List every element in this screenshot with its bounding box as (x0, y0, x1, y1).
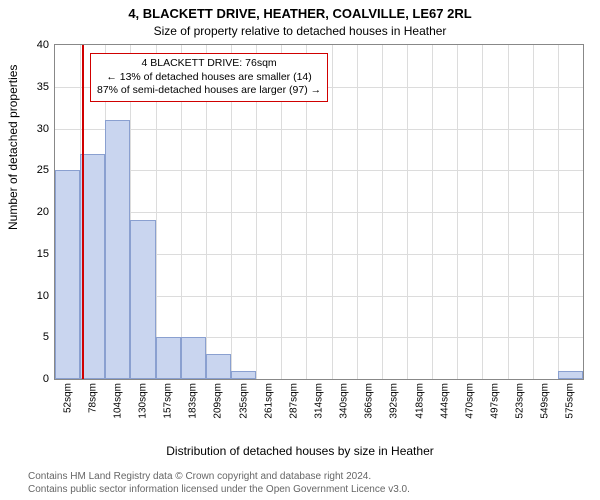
chart-title-main: 4, BLACKETT DRIVE, HEATHER, COALVILLE, L… (0, 6, 600, 21)
y-tick-label: 0 (43, 373, 49, 385)
chart-title-sub: Size of property relative to detached ho… (0, 24, 600, 38)
x-tick-label: 418sqm (414, 383, 425, 419)
y-tick-label: 40 (37, 39, 49, 51)
histogram-bar (181, 337, 206, 379)
x-tick-label: 78sqm (87, 383, 98, 413)
histogram-bar (130, 220, 155, 379)
grid-vertical (457, 45, 458, 379)
grid-vertical (357, 45, 358, 379)
x-tick-label: 497sqm (490, 383, 501, 419)
x-tick-label: 261sqm (263, 383, 274, 419)
x-tick-label: 523sqm (515, 383, 526, 419)
y-tick-label: 20 (37, 206, 49, 218)
annotation-line2: ← 13% of detached houses are smaller (14… (97, 71, 321, 85)
annotation-line1: 4 BLACKETT DRIVE: 76sqm (97, 57, 321, 71)
y-tick-label: 15 (37, 248, 49, 260)
footer-line2: Contains public sector information licen… (28, 484, 588, 497)
x-tick-label: 287sqm (288, 383, 299, 419)
histogram-bar (105, 120, 130, 379)
grid-horizontal (55, 212, 583, 213)
x-tick-label: 575sqm (565, 383, 576, 419)
y-tick-label: 35 (37, 81, 49, 93)
x-tick-label: 104sqm (112, 383, 123, 419)
x-tick-label: 392sqm (389, 383, 400, 419)
x-tick-label: 366sqm (364, 383, 375, 419)
y-tick-label: 5 (43, 331, 49, 343)
grid-horizontal (55, 129, 583, 130)
grid-vertical (382, 45, 383, 379)
grid-horizontal (55, 170, 583, 171)
grid-vertical (533, 45, 534, 379)
x-tick-label: 130sqm (138, 383, 149, 419)
histogram-bar (206, 354, 231, 379)
x-tick-label: 470sqm (464, 383, 475, 419)
y-tick-label: 30 (37, 123, 49, 135)
histogram-bar (231, 371, 256, 379)
footer-attribution: Contains HM Land Registry data © Crown c… (28, 471, 588, 496)
annotation-line3: 87% of semi-detached houses are larger (… (97, 84, 321, 98)
grid-vertical (508, 45, 509, 379)
x-axis-label: Distribution of detached houses by size … (0, 444, 600, 458)
x-tick-label: 52sqm (62, 383, 73, 413)
chart-container: 4, BLACKETT DRIVE, HEATHER, COALVILLE, L… (0, 0, 600, 500)
x-tick-label: 235sqm (238, 383, 249, 419)
x-tick-label: 444sqm (439, 383, 450, 419)
footer-line1: Contains HM Land Registry data © Crown c… (28, 471, 588, 484)
x-tick-label: 314sqm (314, 383, 325, 419)
y-tick-label: 25 (37, 164, 49, 176)
histogram-bar (156, 337, 181, 379)
grid-vertical (558, 45, 559, 379)
grid-vertical (407, 45, 408, 379)
x-tick-label: 183sqm (188, 383, 199, 419)
histogram-bar (558, 371, 583, 379)
y-axis-label: Number of detached properties (6, 65, 20, 230)
reference-line (82, 45, 84, 379)
histogram-bar (55, 170, 80, 379)
x-tick-label: 549sqm (540, 383, 551, 419)
grid-vertical (482, 45, 483, 379)
annotation-box: 4 BLACKETT DRIVE: 76sqm ← 13% of detache… (90, 53, 328, 102)
grid-vertical (432, 45, 433, 379)
y-tick-label: 10 (37, 290, 49, 302)
x-tick-label: 157sqm (163, 383, 174, 419)
x-tick-label: 340sqm (339, 383, 350, 419)
x-tick-label: 209sqm (213, 383, 224, 419)
plot-area: 051015202530354052sqm78sqm104sqm130sqm15… (54, 44, 584, 380)
grid-vertical (332, 45, 333, 379)
